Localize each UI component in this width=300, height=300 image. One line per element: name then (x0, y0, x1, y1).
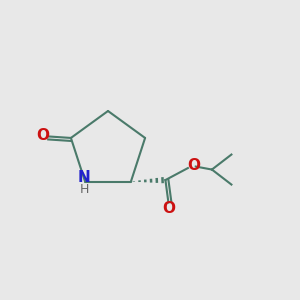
Text: H: H (80, 183, 89, 196)
Text: N: N (78, 170, 91, 185)
Text: O: O (187, 158, 200, 173)
Text: O: O (36, 128, 49, 143)
Text: O: O (163, 201, 176, 216)
